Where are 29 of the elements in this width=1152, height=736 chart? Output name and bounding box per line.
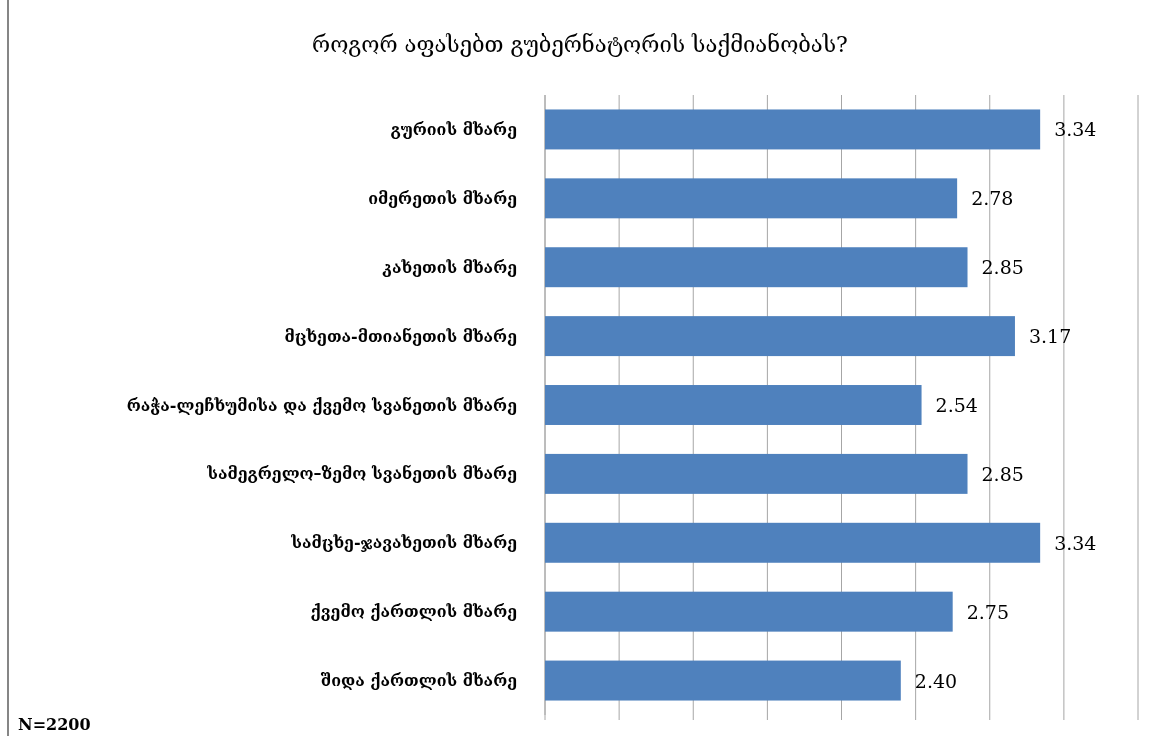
bar bbox=[545, 178, 958, 219]
bar bbox=[545, 453, 968, 494]
bar bbox=[545, 591, 953, 632]
bar bbox=[545, 316, 1015, 357]
data-label: 2.54 bbox=[935, 394, 978, 416]
text: N=2200 bbox=[18, 715, 91, 734]
data-label: 3.34 bbox=[1054, 531, 1097, 554]
data-label: 3.17 bbox=[1028, 325, 1072, 348]
y-tick-label: რაჭა-ლეჩხუმისა და ქვემო სვანეთის მხარე bbox=[126, 395, 517, 415]
y-tick-label: შიდა ქართლის მხარე bbox=[320, 671, 517, 691]
data-label: 2.85 bbox=[981, 256, 1024, 279]
data-label: 2.85 bbox=[981, 462, 1024, 485]
bar bbox=[545, 247, 968, 288]
y-tick-label: მცხეთა-მთიანეთის მხარე bbox=[284, 326, 517, 346]
bar bbox=[545, 522, 1041, 563]
y-tick-label: ქვემო ქართლის მხარე bbox=[310, 602, 517, 622]
chart-title: როგორ აფასებთ გუბერნატორის საქმიანობას? bbox=[312, 32, 848, 57]
y-tick-label: სამცხე-ჯავახეთის მხარე bbox=[290, 533, 517, 553]
bar bbox=[545, 109, 1041, 150]
bar bbox=[545, 660, 901, 701]
data-label: 2.78 bbox=[971, 187, 1014, 210]
bar bbox=[545, 385, 922, 425]
data-label: 3.34 bbox=[1054, 118, 1097, 141]
y-tick-label: სამეგრელო–ზემო სვანეთის მხარე bbox=[206, 464, 517, 484]
y-tick-label: გურიის მხარე bbox=[390, 119, 517, 139]
y-tick-label: კახეთის მხარე bbox=[382, 257, 517, 277]
data-label: 2.75 bbox=[966, 600, 1009, 623]
y-tick-label: იმერეთის მხარე bbox=[368, 188, 517, 208]
data-label: 2.40 bbox=[914, 669, 958, 692]
